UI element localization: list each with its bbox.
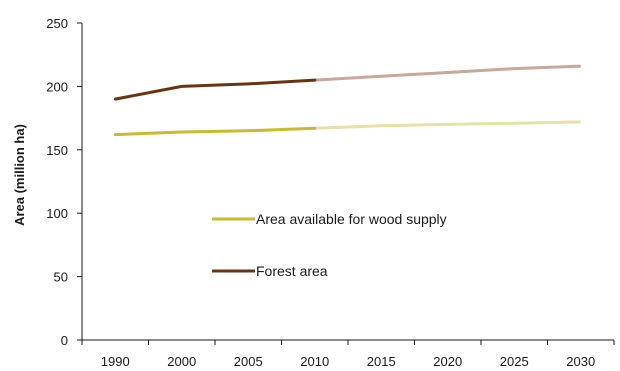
- y-tick-label: 0: [61, 333, 68, 348]
- series-0-historical-line: [113, 126, 317, 137]
- x-tick-label: 2015: [367, 354, 396, 369]
- y-tick-label: 50: [54, 270, 68, 285]
- x-tick-label: 2005: [234, 354, 263, 369]
- x-tick-label: 2025: [500, 354, 529, 369]
- legend-label: Forest area: [256, 263, 328, 279]
- x-tick-label: 2000: [167, 354, 196, 369]
- axes: [81, 23, 614, 341]
- series-1-projection-line: [314, 64, 581, 82]
- y-axis-ticks: 0 50 100 150 200 250: [46, 16, 82, 348]
- y-tick-label: 100: [46, 206, 68, 221]
- series-1-historical-line: [113, 78, 317, 101]
- x-tick-label: 1990: [101, 354, 130, 369]
- x-tick-label: 2030: [566, 354, 595, 369]
- legend-label: Area available for wood supply: [256, 211, 447, 227]
- x-tick-label: 2020: [433, 354, 462, 369]
- series-0-projection-line: [314, 120, 581, 130]
- y-tick-label: 150: [46, 143, 68, 158]
- y-tick-label: 250: [46, 16, 68, 31]
- legend: Area available for wood supply Forest are…: [212, 211, 447, 279]
- y-tick-label: 200: [46, 79, 68, 94]
- x-tick-label: 2010: [300, 354, 329, 369]
- series-lines: [113, 64, 581, 137]
- x-axis-ticks: 1990 2000 2005 2010 2015 2020 2025 2030: [81, 340, 615, 369]
- y-axis-title: Area (million ha): [12, 124, 27, 226]
